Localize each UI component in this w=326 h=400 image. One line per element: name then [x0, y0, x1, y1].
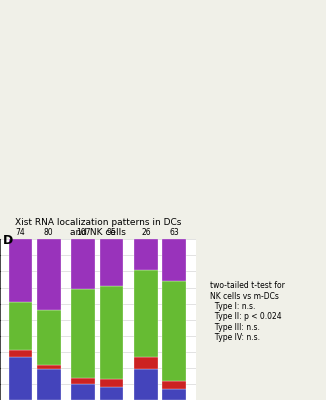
Bar [134, 370, 158, 400]
Bar [71, 384, 95, 400]
Bar [100, 286, 123, 379]
Bar [37, 370, 61, 400]
Text: 107: 107 [76, 228, 91, 237]
Bar [71, 239, 95, 289]
Text: 74: 74 [16, 228, 25, 237]
Bar [37, 310, 61, 365]
Bar [134, 270, 158, 357]
Title: Xist RNA localization patterns in DCs
and NK cells: Xist RNA localization patterns in DCs an… [15, 218, 181, 237]
Bar [9, 357, 32, 400]
Bar [134, 357, 158, 370]
Text: 63: 63 [170, 228, 179, 237]
Text: 26: 26 [141, 228, 151, 237]
Text: D: D [3, 234, 13, 247]
Bar [71, 289, 95, 378]
Text: 80: 80 [44, 228, 53, 237]
Bar [162, 381, 186, 389]
Bar [37, 365, 61, 370]
Text: 95: 95 [107, 228, 116, 237]
Bar [9, 350, 32, 357]
Bar [71, 378, 95, 384]
Bar [162, 389, 186, 400]
Bar [100, 239, 123, 286]
Bar [9, 239, 32, 302]
Bar [37, 239, 61, 310]
Bar [162, 281, 186, 381]
Bar [162, 239, 186, 281]
Bar [100, 379, 123, 387]
Bar [134, 239, 158, 270]
Bar [9, 302, 32, 350]
Text: two-tailed t-test for
NK cells vs m-DCs
  Type I: n.s.
  Type II: p < 0.024
  Ty: two-tailed t-test for NK cells vs m-DCs … [210, 281, 285, 342]
Bar [100, 387, 123, 400]
